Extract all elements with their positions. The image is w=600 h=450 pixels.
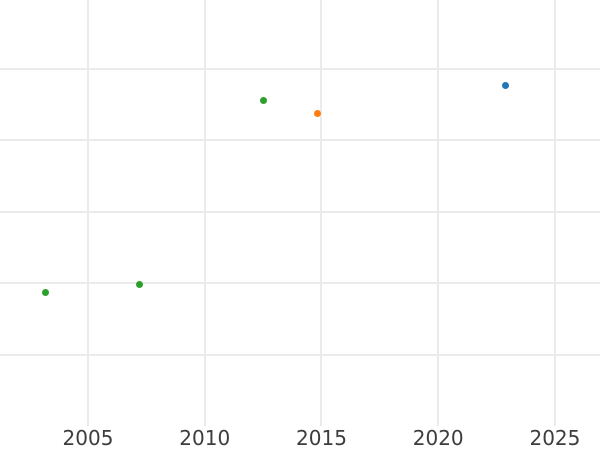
x-tick-label-2020: 2020: [412, 426, 464, 450]
v-gridline-2020: [437, 0, 440, 427]
v-gridline-2015: [320, 0, 323, 427]
h-gridline-3: [0, 210, 600, 213]
scatter-point-series-green[interactable]: [259, 97, 267, 105]
h-gridline-4: [0, 139, 600, 142]
scatter-point-series-orange[interactable]: [314, 109, 322, 117]
v-gridline-2010: [203, 0, 206, 427]
v-gridline-2005: [87, 0, 89, 427]
scatter-point-series-green[interactable]: [135, 281, 143, 289]
x-tick-label-2010: 2010: [179, 426, 231, 450]
scatter-point-series-green[interactable]: [42, 289, 50, 297]
v-gridline-2025: [553, 0, 556, 427]
h-gridline-1: [0, 353, 600, 356]
scatter-point-series-blue[interactable]: [502, 82, 510, 90]
x-tick-label-2005: 2005: [62, 426, 114, 450]
h-gridline-5: [0, 67, 600, 70]
x-tick-label-2025: 2025: [529, 426, 581, 450]
h-gridline-2: [0, 282, 600, 285]
x-tick-label-2015: 2015: [296, 426, 347, 450]
